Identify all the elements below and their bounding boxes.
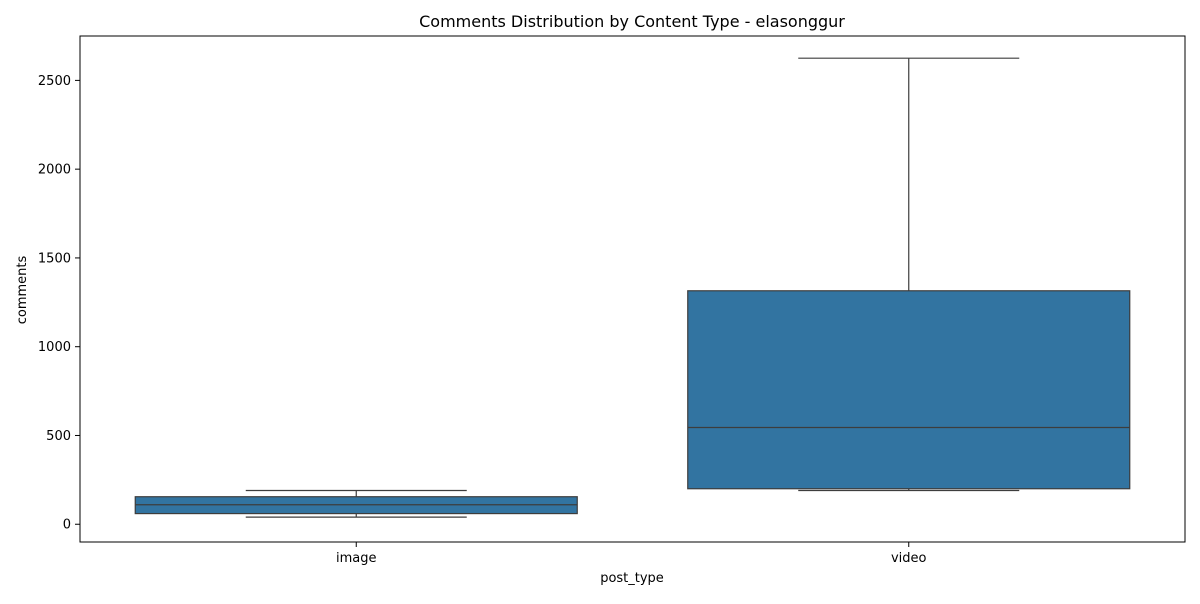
chart-title: Comments Distribution by Content Type - … <box>419 12 845 31</box>
box-video <box>687 290 1131 490</box>
y-tick-label: 1500 <box>38 251 71 266</box>
x-tick-label: image <box>336 551 377 566</box>
x-axis-label: post_type <box>600 571 664 586</box>
y-tick-label: 2500 <box>38 74 71 89</box>
x-tick-label: video <box>891 551 927 566</box>
plot-area: 0 500 1000 1500 2000 2500 image video <box>38 35 1186 566</box>
y-tick-label: 500 <box>46 429 71 444</box>
y-tick-label: 2000 <box>38 163 71 178</box>
y-tick-label: 0 <box>63 518 71 533</box>
y-tick-label: 1000 <box>38 340 71 355</box>
plot-frame <box>79 35 1186 543</box>
y-axis-label: comments <box>15 256 30 325</box>
